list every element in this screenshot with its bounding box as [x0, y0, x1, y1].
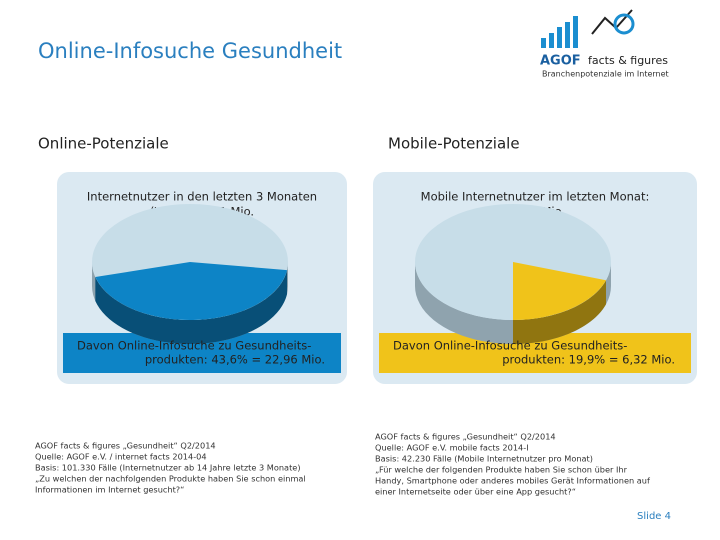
annotation: Davon Online-Infosuche zu Gesundheits-	[77, 339, 311, 353]
pie-slice	[513, 262, 607, 320]
chart-subtitle: Internetnutzer in den letzten 3 Monaten	[87, 190, 317, 204]
source-note: AGOF facts & figures „Gesundheit“ Q2/201…	[35, 441, 216, 451]
logo-subline: Branchenpotenziale im Internet	[542, 70, 669, 79]
source-note: AGOF facts & figures „Gesundheit“ Q2/201…	[375, 432, 556, 442]
source-note: Informationen im Internet gesucht?“	[35, 485, 184, 495]
source-note: Basis: 42.230 Fälle (Mobile Internetnutz…	[375, 454, 593, 464]
slide-number: Slide 4	[637, 511, 671, 522]
logo-brand: AGOF	[540, 54, 581, 69]
logo-icon	[541, 9, 635, 48]
annotation: Davon Online-Infosuche zu Gesundheits-	[393, 339, 627, 353]
slice-side	[95, 270, 288, 344]
source-note: „Zu welchen der nachfolgenden Produkte h…	[35, 474, 306, 484]
source-note: einer Internetseite oder über eine App g…	[375, 487, 576, 497]
chart-title: Mobile-Potenziale	[388, 135, 520, 153]
pie-slice	[95, 262, 288, 321]
source-note: „Für welche der folgenden Produkte haben…	[375, 465, 628, 475]
chart-subtitle: Mobile Internetnutzer im letzten Monat:	[421, 190, 650, 204]
source-note: Quelle: AGOF e.V. / internet facts 2014-…	[35, 452, 207, 462]
slide-title: Online-Infosuche Gesundheit	[38, 39, 342, 63]
annotation: produkten: 19,9% = 6,32 Mio.	[502, 353, 675, 367]
logo-tagline: facts & figures	[588, 54, 668, 67]
annotation: produkten: 43,6% = 22,96 Mio.	[145, 353, 325, 367]
source-note: Basis: 101.330 Fälle (Internetnutzer ab …	[35, 463, 301, 473]
chart-title: Online-Potenziale	[38, 135, 169, 153]
source-note: Handy, Smartphone oder anderes mobiles G…	[375, 476, 651, 486]
slice-side	[513, 280, 607, 344]
source-note: Quelle: AGOF e.V. mobile facts 2014-I	[375, 443, 529, 453]
